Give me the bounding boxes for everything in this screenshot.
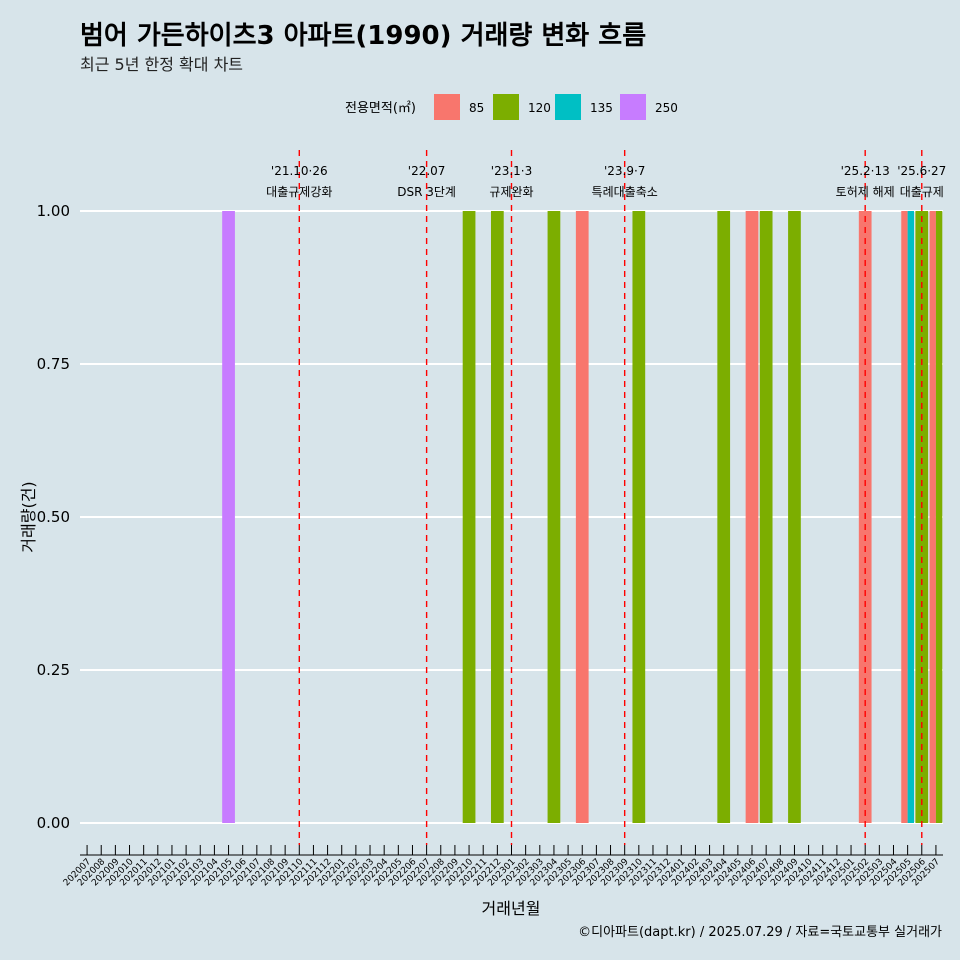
y-tick-label: 0.75 <box>37 355 70 373</box>
y-axis: 0.00 0.25 0.50 0.75 1.00 <box>37 202 70 832</box>
legend-swatch-120 <box>493 94 519 120</box>
annotation-label: 토허제 해제 <box>836 185 895 199</box>
bar-202505-135 <box>907 211 914 823</box>
bar-202406-85 <box>745 211 759 823</box>
x-axis: 2020072020082020092020102020112020122021… <box>62 845 943 888</box>
legend-label-135: 135 <box>590 101 613 115</box>
y-tick-label: 0.50 <box>37 508 70 526</box>
y-tick-label: 0.00 <box>37 814 70 832</box>
x-axis-title: 거래년월 <box>482 899 541 918</box>
annotation-date: '21.10·26 <box>271 164 328 178</box>
bar-202507-120 <box>935 211 943 823</box>
annotation-lines: '21.10·26 대출규제강화 '22.07 DSR 3단계 '23.1·3 규제완화 '… <box>266 150 946 845</box>
legend-swatch-85 <box>434 94 460 120</box>
annotation-label: DSR 3단계 <box>397 185 456 199</box>
bar-202310-120 <box>632 211 646 823</box>
annotation-date: '25.6·27 <box>897 164 946 178</box>
annotation-label: 대출규제강화 <box>266 185 332 199</box>
bar-202212-120 <box>490 211 504 823</box>
annotation-date: '22.07 <box>408 164 446 178</box>
bar-202407-120 <box>759 211 773 823</box>
annotation-date: '23.1·3 <box>491 164 532 178</box>
legend-title: 전용면적(㎡) <box>345 101 416 116</box>
legend-label-85: 85 <box>469 101 484 115</box>
bar-202210-120 <box>462 211 476 823</box>
legend-swatch-135 <box>555 94 581 120</box>
bar-202409-120 <box>788 211 801 823</box>
annotation-date: '23.9·7 <box>604 164 645 178</box>
annotation-label: 특례대출축소 <box>592 185 658 199</box>
legend: 전용면적(㎡) 85 120 135 250 <box>345 94 678 120</box>
chart-subtitle: 최근 5년 한정 확대 차트 <box>80 55 243 74</box>
bar-202304-120 <box>547 211 561 823</box>
bars <box>222 211 943 823</box>
chart-title: 범어 가든하이츠3 아파트(1990) 거래량 변화 흐름 <box>80 21 646 51</box>
y-tick-label: 1.00 <box>37 202 70 220</box>
bar-202505-85 <box>901 211 908 823</box>
bar-202507-85 <box>929 211 936 823</box>
annotation-label: 규제완화 <box>489 185 533 199</box>
legend-swatch-250 <box>620 94 646 120</box>
caption: ©디아파트(dapt.kr) / 2025.07.29 / 자료=국토교통부 실… <box>578 925 942 940</box>
bar-202404-120 <box>717 211 731 823</box>
bar-202105-250 <box>222 211 235 823</box>
legend-label-120: 120 <box>528 101 551 115</box>
bar-202306-85 <box>575 211 589 823</box>
legend-label-250: 250 <box>655 101 678 115</box>
y-axis-title: 거래량(건) <box>19 481 38 552</box>
y-tick-label: 0.25 <box>37 661 70 679</box>
annotation-date: '25.2·13 <box>841 164 890 178</box>
annotation-label: 대출규제 <box>900 185 944 199</box>
